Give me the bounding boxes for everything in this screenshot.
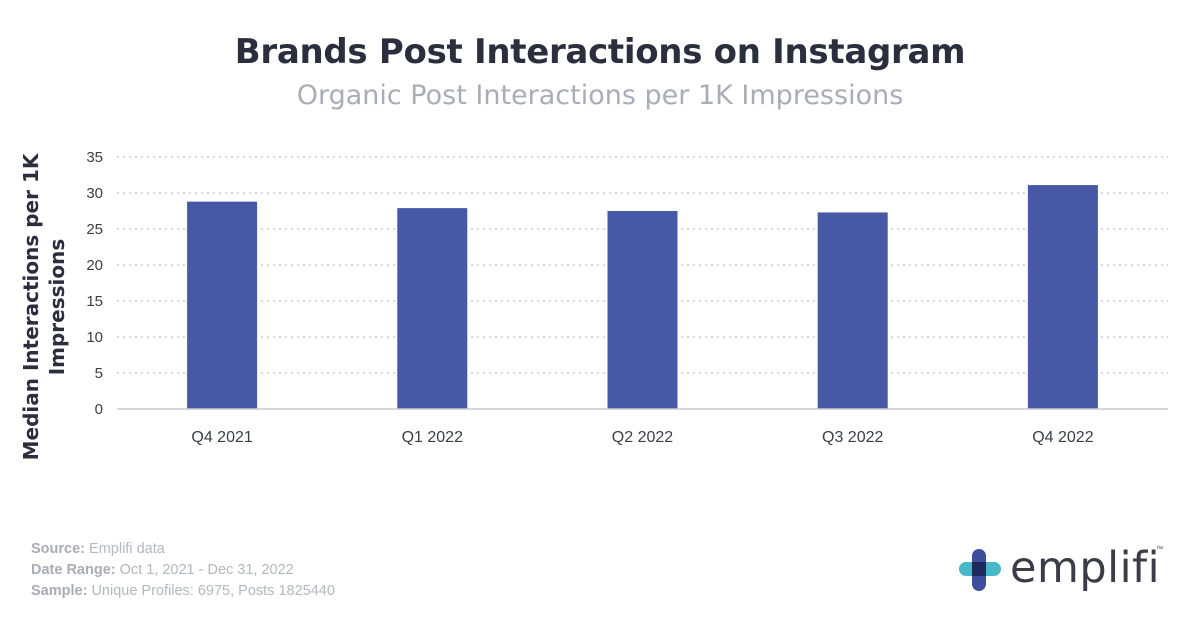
footer-notes: Source: Emplifi data Date Range: Oct 1, …: [31, 539, 335, 602]
y-tick-label: 30: [86, 185, 103, 202]
chart-title: Brands Post Interactions on Instagram: [234, 32, 966, 72]
sample-label: Sample:: [31, 583, 88, 599]
footer-sample: Sample: Unique Profiles: 6975, Posts 182…: [31, 581, 335, 602]
source-value: Emplifi data: [89, 541, 165, 557]
y-tick-label: 5: [95, 365, 103, 382]
bars: [187, 185, 1098, 409]
emplifi-logo-mark-icon: [959, 549, 1001, 591]
bar-chart: 0 5 10 15 20 25 30 35 Q4 2021 Q1 2022 Q2 2022 Q3 2…: [86, 149, 1168, 446]
y-tick-label: 0: [95, 401, 103, 418]
logo-wordmark: emplifi: [1010, 543, 1161, 593]
x-tick-label: Q1 2022: [402, 429, 463, 446]
y-tick-label: 10: [86, 329, 103, 346]
bar: [1027, 185, 1098, 409]
footer-date-range: Date Range: Oct 1, 2021 - Dec 31, 2022: [31, 560, 335, 581]
sample-value: Unique Profiles: 6975, Posts 1825440: [91, 583, 335, 599]
bar: [817, 212, 888, 409]
y-tick-label: 25: [86, 221, 103, 238]
chart-subtitle: Organic Post Interactions per 1K Impress…: [296, 80, 904, 111]
bar: [607, 211, 678, 409]
y-tick-label: 35: [86, 149, 103, 166]
y-tick-label: 15: [86, 293, 103, 310]
x-tick-labels: Q4 2021 Q1 2022 Q2 2022 Q3 2022 Q4 2022: [191, 429, 1093, 446]
date-range-label: Date Range:: [31, 562, 116, 578]
footer-source: Source: Emplifi data: [31, 539, 335, 560]
bar: [187, 201, 258, 409]
source-label: Source:: [31, 541, 85, 557]
date-range-value: Oct 1, 2021 - Dec 31, 2022: [119, 562, 294, 578]
y-tick-label: 20: [86, 257, 103, 274]
bar: [397, 208, 468, 409]
y-tick-labels: 0 5 10 15 20 25 30 35: [86, 149, 103, 418]
x-tick-label: Q2 2022: [612, 429, 673, 446]
x-tick-label: Q3 2022: [822, 429, 883, 446]
x-tick-label: Q4 2022: [1032, 429, 1093, 446]
x-tick-label: Q4 2021: [191, 429, 252, 446]
gridlines: [117, 156, 1168, 374]
emplifi-logo: emplifi ™: [958, 543, 1168, 594]
logo-trademark: ™: [1156, 546, 1163, 553]
